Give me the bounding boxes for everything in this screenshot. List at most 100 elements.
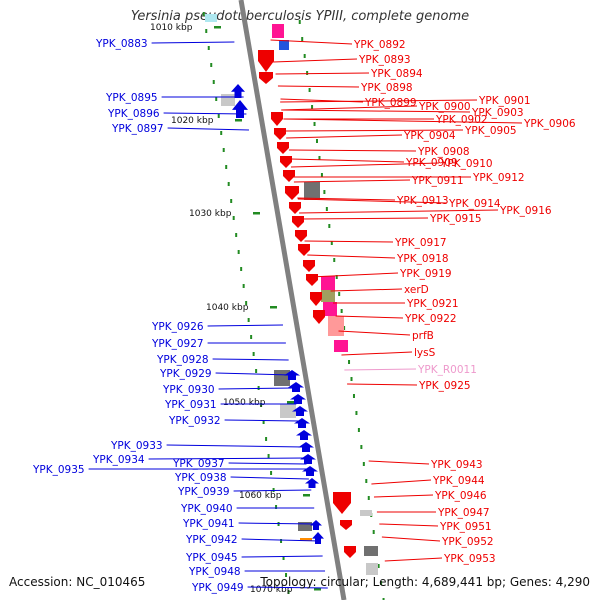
feature-box xyxy=(334,340,348,352)
leader-line xyxy=(215,372,292,376)
gene-label-ypk_0903: YPK_0903 xyxy=(471,107,524,119)
feature-box xyxy=(304,182,320,200)
gene-label-ypk_0942: YPK_0942 xyxy=(185,534,238,546)
scale-label: 1040 kbp xyxy=(206,303,249,313)
gene-label-ypk_0904: YPK_0904 xyxy=(403,130,456,142)
leader-line xyxy=(228,462,307,465)
gene-label-ypk_0951: YPK_0951 xyxy=(439,521,492,533)
scale-label: 1060 kbp xyxy=(239,491,282,501)
leader-line xyxy=(290,158,405,163)
tick-mark xyxy=(372,530,375,534)
gene-label-ypk_0894: YPK_0894 xyxy=(370,68,423,80)
leader-line xyxy=(285,129,464,132)
feature-box xyxy=(221,94,235,106)
scale-tick xyxy=(270,306,277,309)
gene-label-ypk_0934: YPK_0934 xyxy=(92,454,145,466)
tick-mark xyxy=(298,20,301,24)
gene-label-ypk_0919: YPK_0919 xyxy=(399,268,452,280)
leader-line xyxy=(347,383,418,386)
tick-mark xyxy=(320,173,323,177)
tick-mark xyxy=(255,369,258,373)
minus-strand-gene xyxy=(294,418,310,428)
minus-strand-gene xyxy=(296,430,312,440)
plus-strand-gene xyxy=(295,230,307,242)
gene-label-ypk_r0011: YPK_R0011 xyxy=(417,364,477,376)
leader-line xyxy=(247,586,328,589)
minus-strand-gene xyxy=(305,478,319,488)
scale-tick xyxy=(314,588,321,591)
tick-mark xyxy=(330,241,333,245)
feature-box xyxy=(279,40,289,50)
gene-label-ypk_0895: YPK_0895 xyxy=(105,92,158,104)
gene-label-ypk_0931: YPK_0931 xyxy=(164,399,217,411)
leader-line xyxy=(241,555,323,558)
tick-mark xyxy=(362,462,365,466)
feature-box xyxy=(298,522,312,531)
plus-strand-gene xyxy=(283,170,295,182)
tick-mark xyxy=(282,556,285,560)
minus-strand-gene xyxy=(310,520,322,530)
tick-mark xyxy=(215,97,218,101)
scale-tick xyxy=(287,401,294,404)
leader-line xyxy=(288,149,417,152)
tick-mark xyxy=(220,131,223,135)
leader-line xyxy=(166,444,304,448)
leader-line xyxy=(281,105,418,111)
tick-mark xyxy=(380,581,383,585)
leader-line xyxy=(286,134,403,139)
gene-label-ypk_0940: YPK_0940 xyxy=(180,503,233,515)
minus-strand-gene xyxy=(300,454,316,464)
leader-line xyxy=(381,536,441,542)
tick-mark xyxy=(280,539,283,543)
tick-mark xyxy=(367,496,370,500)
tick-mark xyxy=(343,326,346,330)
tick-mark xyxy=(285,573,288,577)
tick-mark xyxy=(237,250,240,254)
gene-label-ypk_0926: YPK_0926 xyxy=(151,321,204,333)
gene-label-ypk_0901: YPK_0901 xyxy=(478,95,531,107)
tick-mark xyxy=(247,318,250,322)
plus-strand-gene xyxy=(280,156,292,168)
tick-mark xyxy=(245,301,248,305)
minus-strand-gene xyxy=(312,532,324,544)
plus-strand-gene xyxy=(258,50,274,72)
feature-box xyxy=(321,276,335,290)
tick-mark xyxy=(323,190,326,194)
leader-line xyxy=(384,557,443,562)
leader-line xyxy=(368,460,430,465)
gene-label-ypk_0913: YPK_0913 xyxy=(396,195,449,207)
gene-label-ypk_0925: YPK_0925 xyxy=(418,380,471,392)
gene-label-ypk_0911: YPK_0911 xyxy=(411,175,464,187)
gene-label-ypk_0952: YPK_0952 xyxy=(441,536,494,548)
tick-mark xyxy=(377,564,380,568)
gene-label-ypk_0945: YPK_0945 xyxy=(185,552,238,564)
tick-mark xyxy=(217,114,220,118)
tick-mark xyxy=(202,12,205,16)
leader-line xyxy=(233,489,312,492)
gene-label-ypk_0930: YPK_0930 xyxy=(162,384,215,396)
leader-line xyxy=(299,209,499,214)
gene-label-ypk_0941: YPK_0941 xyxy=(182,518,235,530)
gene-label-ypk_0910: YPK_0910 xyxy=(440,158,493,170)
tick-mark xyxy=(240,267,243,271)
gene-label-ypk_0906: YPK_0906 xyxy=(523,118,576,130)
accession-label: Accession: NC_010465 xyxy=(9,575,146,589)
plus-strand-gene xyxy=(333,492,351,514)
gene-label-ypk_0917: YPK_0917 xyxy=(394,237,447,249)
tick-mark xyxy=(308,88,311,92)
minus-strand-gene xyxy=(298,442,314,452)
scale-label: 1020 kbp xyxy=(171,116,214,126)
leader-line xyxy=(273,58,358,63)
plus-strand-gene xyxy=(271,112,283,126)
minus-strand-gene xyxy=(292,406,308,416)
gene-label-ypk_0935: YPK_0935 xyxy=(32,464,85,476)
plus-strand-gene xyxy=(274,128,286,140)
tick-mark xyxy=(227,182,230,186)
feature-box xyxy=(364,546,378,556)
tick-mark xyxy=(242,284,245,288)
scale-label: 1030 kbp xyxy=(189,209,232,219)
tick-mark xyxy=(225,165,228,169)
plus-strand-gene xyxy=(285,186,299,200)
leader-line xyxy=(371,479,432,485)
